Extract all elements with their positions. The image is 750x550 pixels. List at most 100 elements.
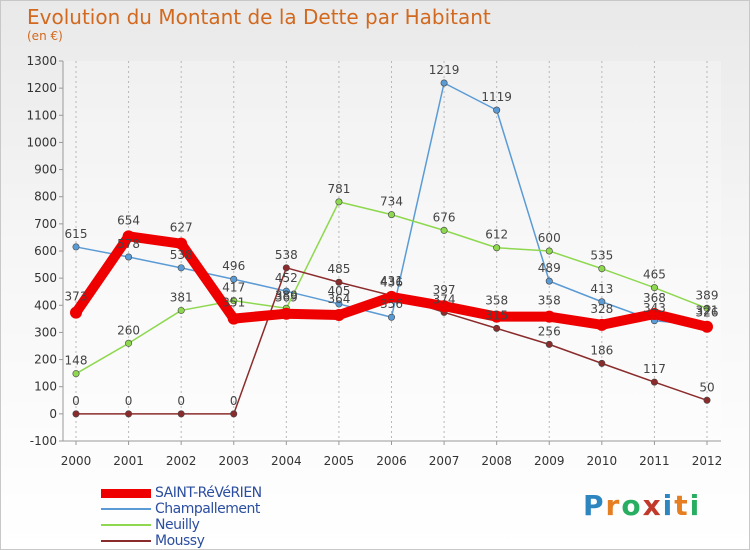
y-tick-label: 400 (34, 298, 57, 312)
data-point (493, 244, 501, 252)
legend-item-saint-reverien: SAINT-RéVéRIEN (101, 485, 262, 501)
data-label: 343 (643, 301, 666, 315)
y-tick-label: 300 (34, 325, 57, 339)
logo-letter: t (674, 489, 690, 522)
y-tick-label: 800 (34, 190, 57, 204)
data-point (280, 307, 293, 320)
legend-swatch (101, 524, 151, 526)
x-tick-label: 2010 (587, 454, 618, 468)
data-point (177, 410, 185, 418)
data-point (703, 304, 711, 312)
data-point (545, 277, 553, 285)
legend-swatch (101, 488, 151, 498)
y-tick-label: 500 (34, 271, 57, 285)
data-point (648, 307, 661, 320)
data-label: 0 (230, 394, 238, 408)
x-tick-label: 2001 (113, 454, 144, 468)
data-label: 50 (699, 380, 714, 394)
data-label: 538 (275, 248, 298, 262)
data-label: 600 (538, 231, 561, 245)
data-point (72, 410, 80, 418)
series-lines (70, 79, 713, 418)
logo-letter: i (662, 489, 675, 522)
chart-title: Evolution du Montant de la Dette par Hab… (27, 5, 491, 29)
legend-label: Neuilly (155, 517, 200, 533)
x-tick-label: 2000 (61, 454, 92, 468)
data-point (650, 378, 658, 386)
data-label: 431 (380, 274, 403, 288)
logo-letter: o (621, 489, 643, 522)
data-label: 381 (170, 290, 193, 304)
data-labels: 615 578 538 496 452 405 356 1219 1119 489 413 343 32… (65, 63, 719, 408)
data-label: 0 (125, 394, 133, 408)
data-label: 496 (222, 259, 245, 273)
data-label: 358 (485, 294, 508, 308)
proxiti-logo: Proxiti (583, 489, 701, 522)
x-tick-label: 2004 (271, 454, 302, 468)
y-tick-label: 100 (34, 380, 57, 394)
legend-item-moussy: Moussy (101, 533, 262, 549)
data-point (175, 237, 188, 250)
data-point (70, 306, 82, 319)
data-label: 627 (170, 221, 193, 235)
data-label: 389 (696, 288, 719, 302)
data-point (650, 284, 658, 292)
y-tick-label: 700 (34, 217, 57, 231)
y-tick-label: 1000 (26, 135, 57, 149)
data-point (230, 297, 238, 305)
logo-letter: x (642, 489, 663, 522)
legend-label: SAINT-RéVéRIEN (155, 485, 262, 501)
data-label: 328 (590, 302, 613, 316)
data-point (703, 396, 711, 404)
data-point (332, 309, 345, 322)
x-tick-label: 2003 (218, 454, 249, 468)
y-tick-label: 900 (34, 163, 57, 177)
x-tick-label: 2009 (534, 454, 565, 468)
x-tick-label: 2007 (429, 454, 460, 468)
data-point (490, 310, 503, 323)
axes: -100010020030040050060070080090010001100… (26, 54, 722, 468)
data-point (335, 278, 343, 286)
data-label: 465 (643, 268, 666, 282)
data-point (125, 253, 133, 261)
data-point (387, 211, 395, 219)
data-label: 373 (65, 290, 88, 304)
data-label: 578 (117, 237, 140, 251)
data-label: 452 (275, 271, 298, 285)
data-label: 351 (222, 296, 245, 310)
data-label: 485 (327, 262, 350, 276)
data-point (598, 298, 606, 306)
data-point (493, 324, 501, 332)
data-label: 315 (485, 308, 508, 322)
data-point (335, 300, 343, 308)
logo-letter: r (605, 489, 622, 522)
data-label: 0 (72, 394, 80, 408)
data-point (282, 287, 290, 295)
x-tick-label: 2002 (166, 454, 197, 468)
legend: SAINT-RéVéRIEN Champallement Neuilly Mou… (101, 485, 262, 549)
y-tick-label: 0 (49, 407, 57, 421)
data-point (335, 198, 343, 206)
legend-item-neuilly: Neuilly (101, 517, 262, 533)
data-label: 734 (380, 195, 403, 209)
data-point (125, 410, 133, 418)
data-label: 186 (590, 343, 613, 357)
data-label: 417 (222, 281, 245, 295)
data-label: 781 (327, 182, 350, 196)
legend-swatch (101, 508, 151, 510)
data-point (595, 318, 608, 331)
data-label: 1119 (481, 90, 512, 104)
x-tick-label: 2012 (692, 454, 723, 468)
data-point (545, 247, 553, 255)
data-point (282, 264, 290, 272)
data-point (72, 243, 80, 251)
data-label: 117 (643, 362, 666, 376)
data-label: 260 (117, 323, 140, 337)
y-tick-label: 600 (34, 244, 57, 258)
y-tick-label: 1300 (26, 54, 57, 68)
data-label: 538 (170, 248, 193, 262)
data-label: 326 (696, 305, 719, 319)
x-tick-label: 2006 (376, 454, 407, 468)
data-point (543, 310, 556, 323)
